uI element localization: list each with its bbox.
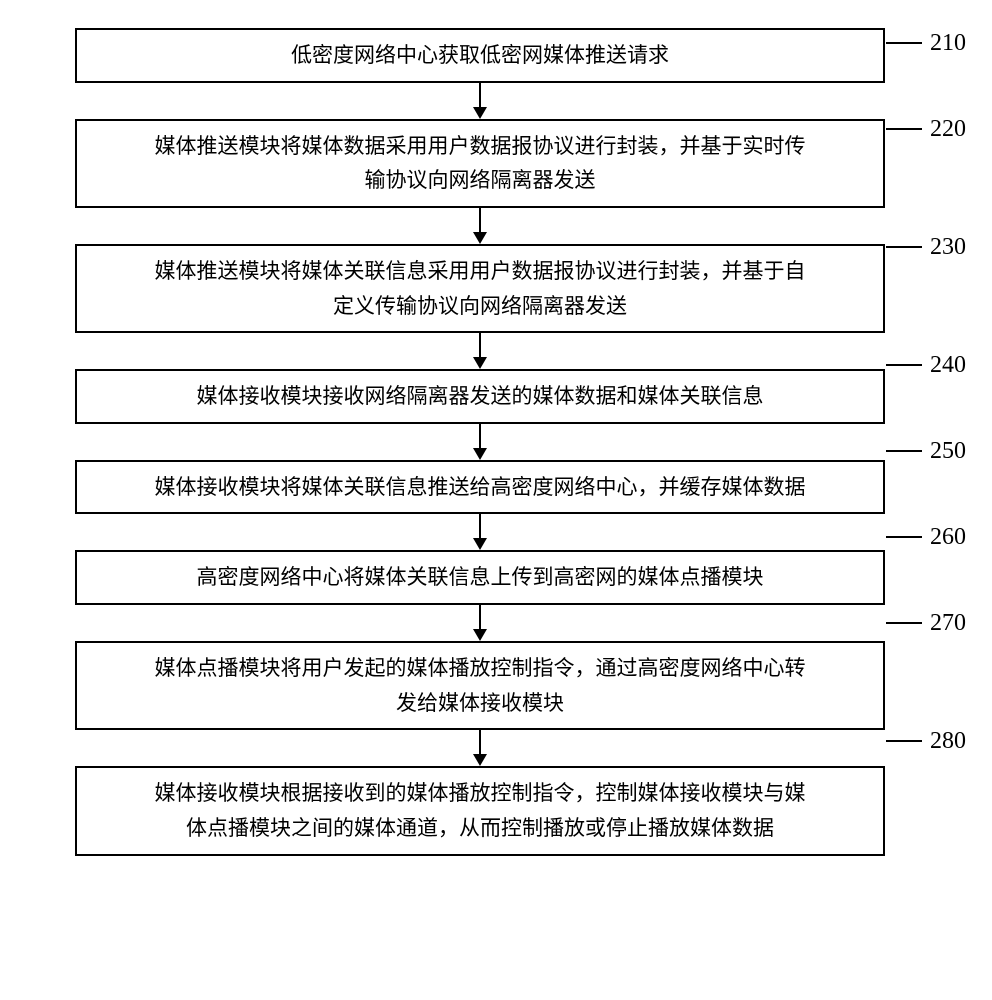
label-leader: [886, 450, 922, 452]
flow-arrow: [75, 424, 885, 460]
flow-step-text: 低密度网络中心获取低密网媒体推送请求: [291, 38, 669, 73]
flow-arrow: [75, 83, 885, 119]
step-label-210: 210: [930, 30, 966, 57]
flow-arrow: [75, 333, 885, 369]
flow-step-210: 低密度网络中心获取低密网媒体推送请求: [75, 28, 885, 83]
flow-step-text: 媒体接收模块将媒体关联信息推送给高密度网络中心，并缓存媒体数据: [155, 470, 806, 505]
flow-step-text: 高密度网络中心将媒体关联信息上传到高密网的媒体点播模块: [197, 560, 764, 595]
flow-step-270: 媒体点播模块将用户发起的媒体播放控制指令，通过高密度网络中心转发给媒体接收模块: [75, 641, 885, 730]
step-label-230: 230: [930, 234, 966, 261]
label-leader: [886, 622, 922, 624]
label-leader: [886, 364, 922, 366]
flow-step-280: 媒体接收模块根据接收到的媒体播放控制指令，控制媒体接收模块与媒体点播模块之间的媒…: [75, 766, 885, 855]
step-label-280: 280: [930, 728, 966, 755]
step-label-240: 240: [930, 352, 966, 379]
flow-step-text: 媒体点播模块将用户发起的媒体播放控制指令，通过高密度网络中心转发给媒体接收模块: [155, 651, 806, 720]
step-label-270: 270: [930, 610, 966, 637]
label-leader: [886, 128, 922, 130]
flowchart-container: 低密度网络中心获取低密网媒体推送请求媒体推送模块将媒体数据采用用户数据报协议进行…: [75, 28, 885, 856]
flow-step-text: 媒体推送模块将媒体数据采用用户数据报协议进行封装，并基于实时传输协议向网络隔离器…: [155, 129, 806, 198]
flow-arrow: [75, 730, 885, 766]
flow-arrow: [75, 514, 885, 550]
flow-step-text: 媒体推送模块将媒体关联信息采用用户数据报协议进行封装，并基于自定义传输协议向网络…: [155, 254, 806, 323]
flow-step-230: 媒体推送模块将媒体关联信息采用用户数据报协议进行封装，并基于自定义传输协议向网络…: [75, 244, 885, 333]
flow-step-220: 媒体推送模块将媒体数据采用用户数据报协议进行封装，并基于实时传输协议向网络隔离器…: [75, 119, 885, 208]
flow-arrow: [75, 605, 885, 641]
label-leader: [886, 246, 922, 248]
flow-step-250: 媒体接收模块将媒体关联信息推送给高密度网络中心，并缓存媒体数据: [75, 460, 885, 515]
flow-step-240: 媒体接收模块接收网络隔离器发送的媒体数据和媒体关联信息: [75, 369, 885, 424]
flow-step-text: 媒体接收模块根据接收到的媒体播放控制指令，控制媒体接收模块与媒体点播模块之间的媒…: [155, 776, 806, 845]
label-leader: [886, 536, 922, 538]
flow-step-text: 媒体接收模块接收网络隔离器发送的媒体数据和媒体关联信息: [197, 379, 764, 414]
step-label-250: 250: [930, 438, 966, 465]
flow-step-260: 高密度网络中心将媒体关联信息上传到高密网的媒体点播模块: [75, 550, 885, 605]
flow-arrow: [75, 208, 885, 244]
label-leader: [886, 42, 922, 44]
step-label-220: 220: [930, 116, 966, 143]
label-leader: [886, 740, 922, 742]
step-label-260: 260: [930, 524, 966, 551]
